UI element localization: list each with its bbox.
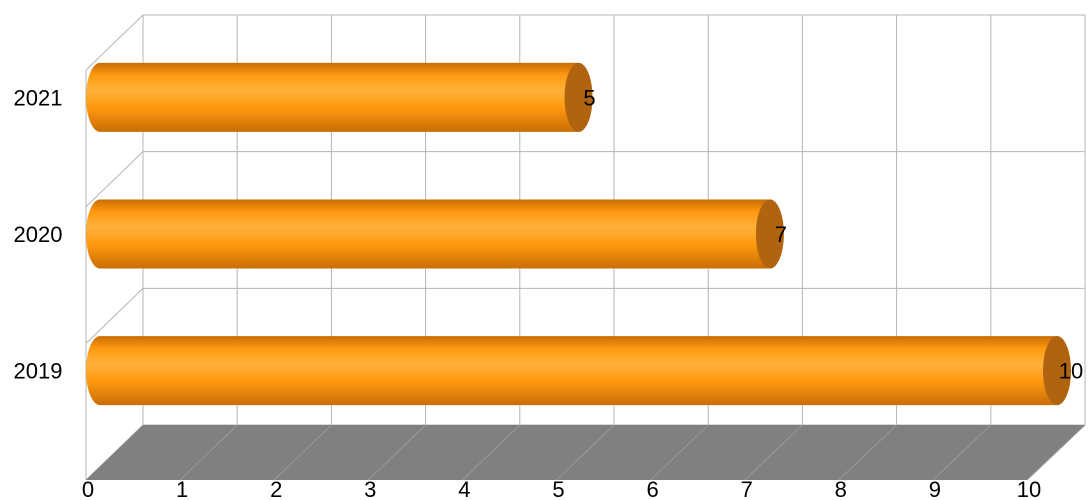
bar-body xyxy=(86,336,1072,406)
x-axis-ticks: 0 1 2 3 4 5 6 7 8 9 10 xyxy=(82,477,1041,500)
data-label: 7 xyxy=(775,222,787,247)
bar-2019 xyxy=(86,336,1072,406)
bar-2020 xyxy=(86,199,784,269)
floor-line xyxy=(556,424,615,481)
bars xyxy=(86,62,1072,406)
data-label: 10 xyxy=(1059,359,1083,384)
bar-body xyxy=(86,62,593,132)
x-tick-label: 10 xyxy=(1017,477,1041,500)
bar-cap xyxy=(564,62,593,132)
floor-line xyxy=(650,424,709,481)
floor-line xyxy=(1026,424,1086,481)
x-tick-label: 9 xyxy=(929,477,941,500)
data-labels: 5 7 10 xyxy=(583,85,1083,383)
category-label: 2020 xyxy=(14,222,63,247)
chart-floor xyxy=(86,424,1086,481)
floor-line xyxy=(744,424,803,481)
floor-line xyxy=(367,424,426,481)
bar-2021 xyxy=(86,62,593,132)
floor-line xyxy=(462,424,521,481)
bar-cap xyxy=(1043,336,1071,406)
category-label: 2021 xyxy=(14,85,63,110)
x-tick-label: 6 xyxy=(646,477,658,500)
grid-line-horizontal xyxy=(85,287,1085,344)
category-label: 2019 xyxy=(14,359,63,384)
floor-line xyxy=(932,424,992,481)
x-tick-label: 2 xyxy=(270,477,282,500)
x-tick-label: 7 xyxy=(741,477,753,500)
bar-body xyxy=(86,199,784,269)
floor-line xyxy=(273,424,332,481)
grid-line-horizontal xyxy=(85,14,1085,71)
category-axis: 2021 2020 2019 xyxy=(14,85,63,383)
floor-line xyxy=(179,424,238,481)
x-tick-label: 1 xyxy=(176,477,188,500)
grid-line-horizontal xyxy=(85,151,1085,208)
data-label: 5 xyxy=(583,85,595,110)
x-tick-label: 5 xyxy=(552,477,564,500)
floor-line xyxy=(838,424,897,481)
x-tick-label: 4 xyxy=(458,477,470,500)
x-tick-label: 3 xyxy=(364,477,376,500)
x-tick-label: 0 xyxy=(82,477,94,500)
x-tick-label: 8 xyxy=(835,477,847,500)
bar-cap xyxy=(755,199,784,269)
